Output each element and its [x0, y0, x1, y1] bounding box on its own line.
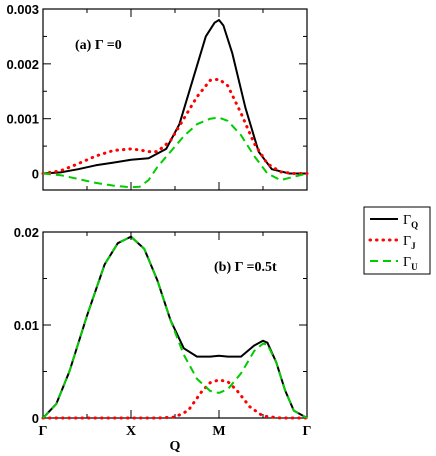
series-line-ΓU — [42, 235, 308, 419]
panel-b: 0 0.01 0.02 Γ X M Γ (b) Γ =0.5t — [14, 225, 312, 439]
x-tick-label: M — [212, 424, 225, 439]
panel-a: 0 0.001 0.002 0.003 (a) Γ =0 — [6, 2, 309, 191]
x-tick-label: Γ — [303, 424, 312, 439]
y-tick-label: 0.001 — [6, 112, 39, 127]
y-tick-label: 0 — [32, 167, 39, 182]
y-tick-label: 0.02 — [14, 225, 39, 240]
panel-annotation: (b) Γ =0.5t — [214, 260, 277, 275]
y-tick-label: 0.003 — [6, 2, 39, 17]
series-line-ΓJ — [41, 77, 309, 175]
series-line-ΓJ — [41, 378, 309, 420]
legend-label: ΓQ — [403, 213, 418, 230]
legend-label: ΓU — [403, 255, 418, 272]
x-tick-label: X — [126, 424, 136, 439]
y-tick-label: 0.002 — [6, 57, 39, 72]
y-tick-label: 0 — [32, 411, 39, 426]
series-line-ΓU — [42, 116, 308, 189]
x-axis-label: Q — [170, 439, 181, 454]
panel-annotation: (a) Γ =0 — [75, 38, 122, 53]
legend: ΓQ ΓJ ΓU — [363, 206, 431, 275]
legend-label: ΓJ — [403, 234, 416, 251]
x-tick-label: Γ — [39, 424, 48, 439]
y-tick-label: 0.01 — [14, 318, 39, 333]
